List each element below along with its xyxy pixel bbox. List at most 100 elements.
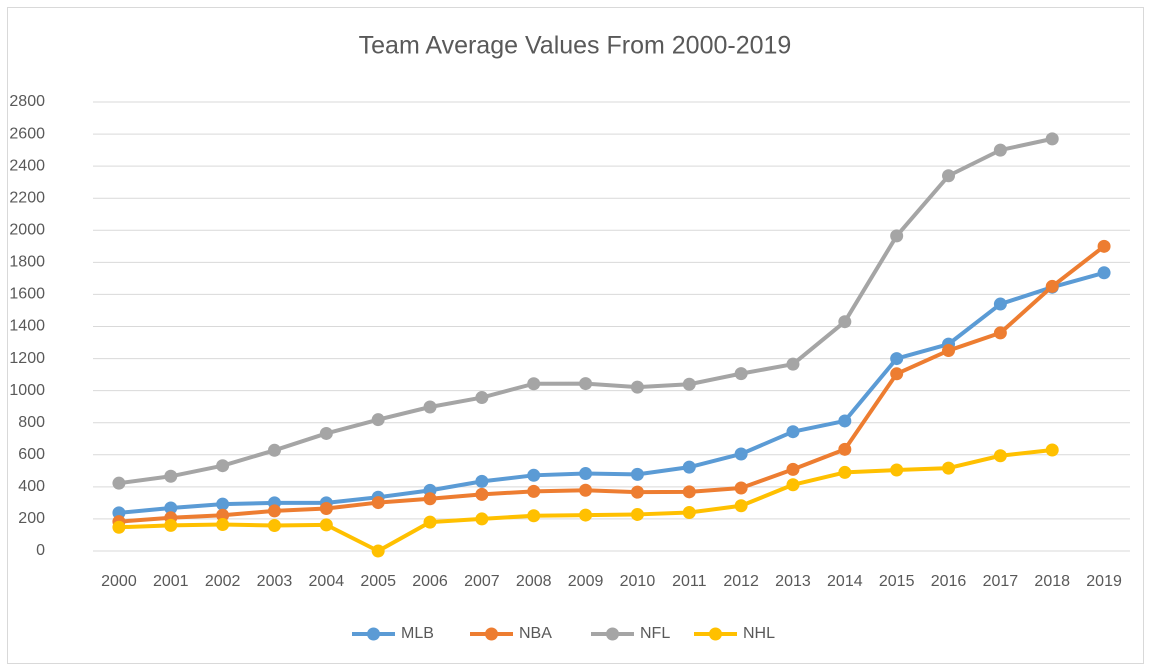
series-line [118,244,1106,524]
point [942,461,956,475]
point [1045,443,1059,457]
legend-label: NHL [743,625,775,642]
point [838,414,852,428]
point [682,485,696,499]
point [993,297,1007,311]
x-tick-label: 2004 [309,573,345,590]
point [942,344,956,358]
point [1097,266,1111,280]
point [423,492,437,506]
legend-marker [606,627,619,641]
legend-marker [709,627,722,641]
point [786,357,800,371]
point [527,377,541,391]
point [527,468,541,482]
x-tick-label: 2019 [1086,573,1122,590]
x-tick-label: 2006 [412,573,448,590]
point [630,467,644,481]
x-tick-label: 2015 [879,573,915,590]
x-tick-label: 2000 [101,573,137,590]
point [838,465,852,479]
point [475,487,489,501]
y-tick-label: 2000 [9,222,45,239]
point [579,508,593,522]
point [734,367,748,381]
point [319,518,333,532]
point [890,463,904,477]
point [112,476,126,490]
point [630,380,644,394]
point [579,467,593,481]
point [838,315,852,329]
x-tick-label: 2001 [153,573,189,590]
point [216,459,230,473]
x-tick-label: 2013 [775,573,811,590]
y-tick-label: 800 [18,414,45,431]
point [630,485,644,499]
legend-label: MLB [401,625,434,642]
point [890,352,904,366]
point [890,367,904,381]
y-tick-label: 2600 [9,125,45,142]
y-tick-label: 400 [18,478,45,495]
x-tick-label: 2018 [1034,573,1070,590]
chart-border [7,7,1144,664]
point [475,474,489,488]
point [682,460,696,474]
x-tick-label: 2008 [516,573,552,590]
point [993,326,1007,340]
chart-title: Team Average Values From 2000-2019 [359,32,792,60]
y-tick-label: 0 [36,542,45,559]
point [786,462,800,476]
x-tick-label: 2010 [620,573,656,590]
point [423,400,437,414]
point [267,519,281,533]
point [630,507,644,521]
point [164,501,178,515]
point [838,442,852,456]
point [786,478,800,492]
point [942,169,956,183]
x-tick-label: 2014 [827,573,863,590]
point [527,509,541,523]
y-tick-label: 1000 [9,382,45,399]
x-tick-label: 2011 [672,573,707,590]
point [579,483,593,497]
y-tick-label: 2200 [9,189,45,206]
legend-label: NBA [519,625,552,642]
point [267,443,281,457]
y-tick-label: 600 [18,446,45,463]
point [164,518,178,532]
point [216,508,230,522]
point [993,143,1007,157]
point [1045,132,1059,146]
y-tick-label: 2800 [9,93,45,110]
y-tick-label: 200 [18,510,45,527]
point [423,515,437,529]
y-tick-label: 1200 [9,350,45,367]
point [112,520,126,534]
point [993,449,1007,463]
point [371,544,385,558]
point [267,504,281,518]
x-tick-label: 2007 [464,573,500,590]
y-tick-label: 1800 [9,254,45,271]
point [216,518,230,532]
x-tick-label: 2016 [931,573,967,590]
point [734,499,748,513]
legend-label: NFL [640,625,670,642]
point [1045,279,1059,293]
point [216,497,230,511]
point [1097,239,1111,253]
point [890,229,904,243]
x-tick-label: 2005 [360,573,396,590]
legend-marker [485,627,498,641]
y-tick-label: 2400 [9,157,45,174]
point [682,377,696,391]
x-tick-label: 2009 [568,573,604,590]
series-line [118,270,1105,515]
point [319,502,333,516]
point [734,447,748,461]
y-tick-label: 1400 [9,318,45,335]
